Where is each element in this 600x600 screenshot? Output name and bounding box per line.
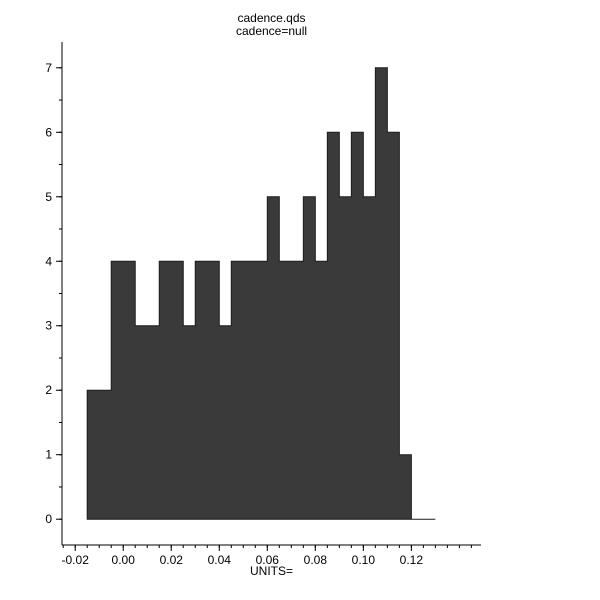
chart-title: cadence.qds <box>237 11 306 25</box>
y-tick-label: 2 <box>45 383 52 397</box>
x-tick-label: 0.04 <box>208 553 232 567</box>
y-tick-label: 0 <box>45 512 52 526</box>
y-tick-label: 6 <box>45 125 52 139</box>
x-tick-label: 0.12 <box>400 553 424 567</box>
tick-labels: -0.02 0.00 0.02 0.04 0.06 0.08 0.10 0.12 0 1 2 3 4 5 6… <box>45 61 423 567</box>
x-tick-label: 0.02 <box>160 553 184 567</box>
major-ticks <box>56 67 412 551</box>
x-tick-label: 0.06 <box>256 553 280 567</box>
histogram-bars <box>86 67 436 520</box>
x-tick-label: -0.02 <box>62 553 90 567</box>
y-tick-label: 3 <box>45 319 52 333</box>
y-tick-label: 1 <box>45 448 52 462</box>
y-tick-label: 5 <box>45 190 52 204</box>
chart-subtitle: cadence=null <box>235 24 308 38</box>
x-tick-label: 0.10 <box>352 553 376 567</box>
x-tick-label: 0.00 <box>112 553 136 567</box>
x-axis-label: UNITS= <box>249 564 293 578</box>
x-tick-label: 0.08 <box>304 553 328 567</box>
y-tick-label: 4 <box>45 254 52 268</box>
y-tick-label: 7 <box>45 61 52 75</box>
